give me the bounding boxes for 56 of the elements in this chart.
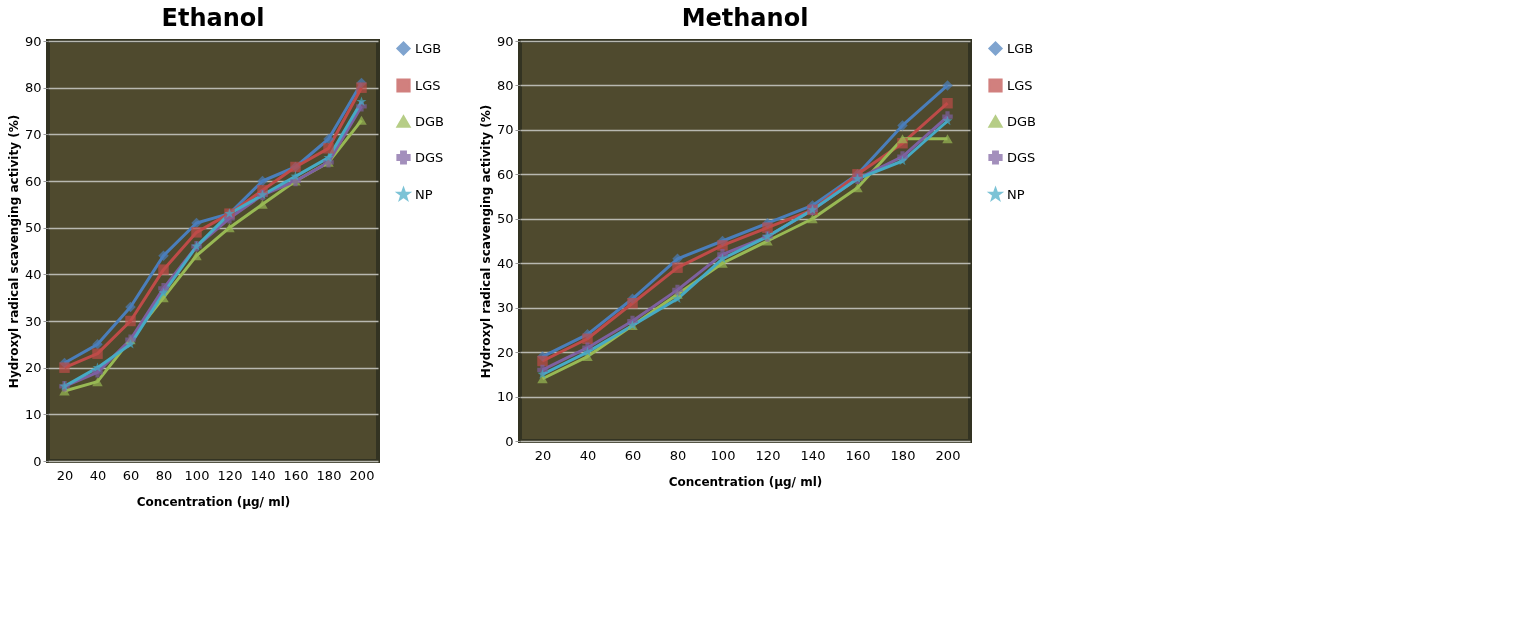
x-tick-label: 60 <box>122 467 140 483</box>
y-tick-label: 20 <box>24 360 42 376</box>
x-tick-label: 20 <box>534 447 552 463</box>
x-tick-label: 140 <box>800 447 826 463</box>
y-tick-label: 20 <box>496 344 514 360</box>
y-tick-label: 60 <box>24 173 42 189</box>
legend-label: NP <box>415 186 433 202</box>
x-axis-title: Concentration (µg/ ml) <box>668 474 823 489</box>
y-tick-label: 0 <box>505 433 514 449</box>
y-tick-label: 10 <box>496 389 514 405</box>
y-tick-label: 30 <box>496 300 514 316</box>
y-tick-label: 80 <box>496 77 514 93</box>
legend-label: DGS <box>415 149 444 165</box>
x-tick-label: 120 <box>217 467 243 483</box>
chart-title: Ethanol <box>161 4 265 32</box>
x-tick-label: 180 <box>316 467 342 483</box>
y-tick-label: 80 <box>24 80 42 96</box>
y-tick-label: 90 <box>24 33 42 49</box>
legend-label: LGS <box>1007 77 1033 93</box>
x-tick-label: 140 <box>250 467 276 483</box>
y-tick-label: 50 <box>496 211 514 227</box>
y-axis-title: Hydroxyl radical scavenging activity (%) <box>478 104 493 379</box>
legend-label: DGB <box>415 113 445 129</box>
x-tick-label: 200 <box>349 467 375 483</box>
y-tick-label: 40 <box>24 266 42 282</box>
chart-title: Methanol <box>681 4 809 32</box>
x-tick-label: 60 <box>624 447 642 463</box>
y-tick-label: 50 <box>24 220 42 236</box>
x-tick-label: 80 <box>155 467 173 483</box>
legend-label: DGS <box>1007 149 1036 165</box>
x-tick-label: 40 <box>89 467 107 483</box>
x-axis-title: Concentration (µg/ ml) <box>136 494 291 509</box>
legend-label: DGB <box>1007 113 1037 129</box>
legend-label: LGB <box>1007 40 1034 56</box>
y-tick-label: 10 <box>24 406 42 422</box>
y-tick-label: 70 <box>496 122 514 138</box>
x-tick-label: 160 <box>283 467 309 483</box>
x-tick-label: 100 <box>710 447 736 463</box>
legend-label: LGB <box>415 40 442 56</box>
legend-label: NP <box>1007 186 1025 202</box>
y-tick-label: 30 <box>24 313 42 329</box>
x-tick-label: 200 <box>935 447 961 463</box>
x-tick-label: 160 <box>845 447 871 463</box>
x-tick-label: 20 <box>56 467 74 483</box>
y-tick-label: 40 <box>496 255 514 271</box>
x-tick-label: 120 <box>755 447 781 463</box>
y-tick-label: 0 <box>33 453 42 469</box>
y-tick-label: 90 <box>496 33 514 49</box>
x-tick-label: 100 <box>184 467 210 483</box>
x-tick-label: 40 <box>579 447 597 463</box>
legend-label: LGS <box>415 77 441 93</box>
y-tick-label: 70 <box>24 126 42 142</box>
y-tick-label: 60 <box>496 166 514 182</box>
x-tick-label: 180 <box>890 447 916 463</box>
x-tick-label: 80 <box>669 447 687 463</box>
y-axis-title: Hydroxyl radical scavenging activity (%) <box>6 114 21 389</box>
